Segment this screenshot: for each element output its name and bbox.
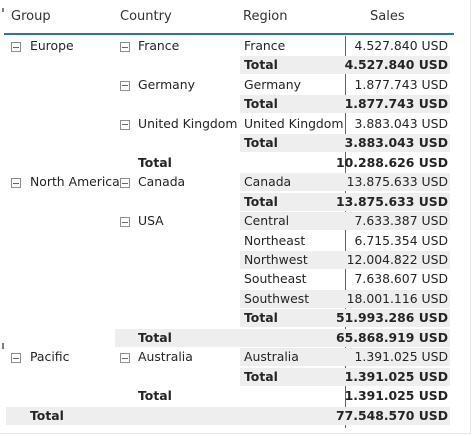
group-total-value: 10.288.626 USD <box>336 154 448 170</box>
row-band <box>6 406 450 425</box>
region-sales-value: 12.004.822 USD <box>346 251 448 267</box>
row-band <box>240 56 450 75</box>
country-label: USA <box>138 213 164 229</box>
region-sales-value: 4.527.840 USD <box>354 38 448 53</box>
row-band <box>240 348 450 367</box>
collapse-group-2-icon[interactable] <box>11 353 21 364</box>
country-label: Canada <box>138 174 186 190</box>
row-band <box>240 250 450 269</box>
region-sales-value: 3.883.043 USD <box>354 115 448 131</box>
region-sales-value: 13.875.633 USD <box>346 174 448 190</box>
region-sales-value: 1.877.743 USD <box>354 76 448 92</box>
country-total-value: 4.527.840 USD <box>344 57 448 73</box>
country-label: Australia <box>138 349 193 365</box>
country-total-label: Total <box>244 310 278 326</box>
region-label: Central <box>244 213 290 229</box>
row-band <box>240 173 450 192</box>
collapse-country-icon[interactable] <box>120 353 130 364</box>
region-label: Canada <box>244 174 292 190</box>
resize-handle[interactable] <box>2 8 4 12</box>
group-label: Europe <box>30 38 74 53</box>
sales-column-divider <box>345 36 346 428</box>
country-total-value: 1.391.025 USD <box>344 368 448 384</box>
group-total-label: Total <box>138 329 172 345</box>
region-sales-value: 18.001.116 USD <box>346 290 448 306</box>
group-total-value: 1.391.025 USD <box>344 388 448 404</box>
country-total-value: 13.875.633 USD <box>336 193 448 209</box>
country-total-label: Total <box>244 57 278 73</box>
region-sales-value: 7.638.607 USD <box>354 271 448 287</box>
row-band <box>240 192 450 211</box>
collapse-country-icon[interactable] <box>120 178 130 189</box>
region-label: Australia <box>244 349 299 365</box>
region-label: Southwest <box>244 290 310 306</box>
group-total-value: 65.868.919 USD <box>336 329 448 345</box>
row-band <box>240 134 450 153</box>
region-sales-value: 6.715.354 USD <box>354 232 448 248</box>
region-label: Northeast <box>244 232 306 248</box>
country-total-label: Total <box>244 135 278 151</box>
region-label: Northwest <box>244 251 308 267</box>
grand-total-label: Total <box>30 407 64 423</box>
region-label: France <box>244 38 286 53</box>
region-label: Southeast <box>244 271 307 287</box>
group-total-label: Total <box>138 154 172 170</box>
row-band <box>115 328 450 347</box>
collapse-group-0-icon[interactable] <box>11 42 21 52</box>
group-total-label: Total <box>138 388 172 404</box>
row-band <box>240 309 450 328</box>
collapse-country-icon[interactable] <box>120 217 130 228</box>
row-band <box>240 95 450 114</box>
collapse-country-icon[interactable] <box>120 80 130 91</box>
column-header-sales[interactable]: Sales <box>370 9 405 24</box>
country-label: Germany <box>138 76 195 92</box>
country-total-label: Total <box>244 193 278 209</box>
country-label: France <box>138 38 180 53</box>
column-header-group[interactable]: Group <box>11 9 51 24</box>
resize-handle[interactable] <box>2 343 4 349</box>
country-total-value: 51.993.286 USD <box>336 310 448 326</box>
country-total-label: Total <box>244 96 278 112</box>
group-label: North America <box>30 174 120 190</box>
row-band <box>240 367 450 386</box>
header-divider <box>4 33 454 35</box>
country-label: United Kingdom <box>138 115 238 131</box>
collapse-country-icon[interactable] <box>120 42 130 52</box>
region-label: United Kingdom <box>244 115 344 131</box>
column-header-region[interactable]: Region <box>243 9 288 24</box>
region-sales-value: 1.391.025 USD <box>354 349 448 365</box>
collapse-country-icon[interactable] <box>120 119 130 130</box>
grand-total-value: 77.548.570 USD <box>336 407 448 423</box>
country-total-label: Total <box>244 368 278 384</box>
group-label: Pacific <box>30 349 70 365</box>
region-sales-value: 7.633.387 USD <box>354 213 448 229</box>
row-band <box>240 289 450 308</box>
row-band <box>240 212 450 231</box>
column-header-country[interactable]: Country <box>120 9 172 24</box>
country-total-value: 1.877.743 USD <box>344 96 448 112</box>
collapse-group-1-icon[interactable] <box>11 178 21 189</box>
country-total-value: 3.883.043 USD <box>344 135 448 151</box>
region-label: Germany <box>244 76 301 92</box>
